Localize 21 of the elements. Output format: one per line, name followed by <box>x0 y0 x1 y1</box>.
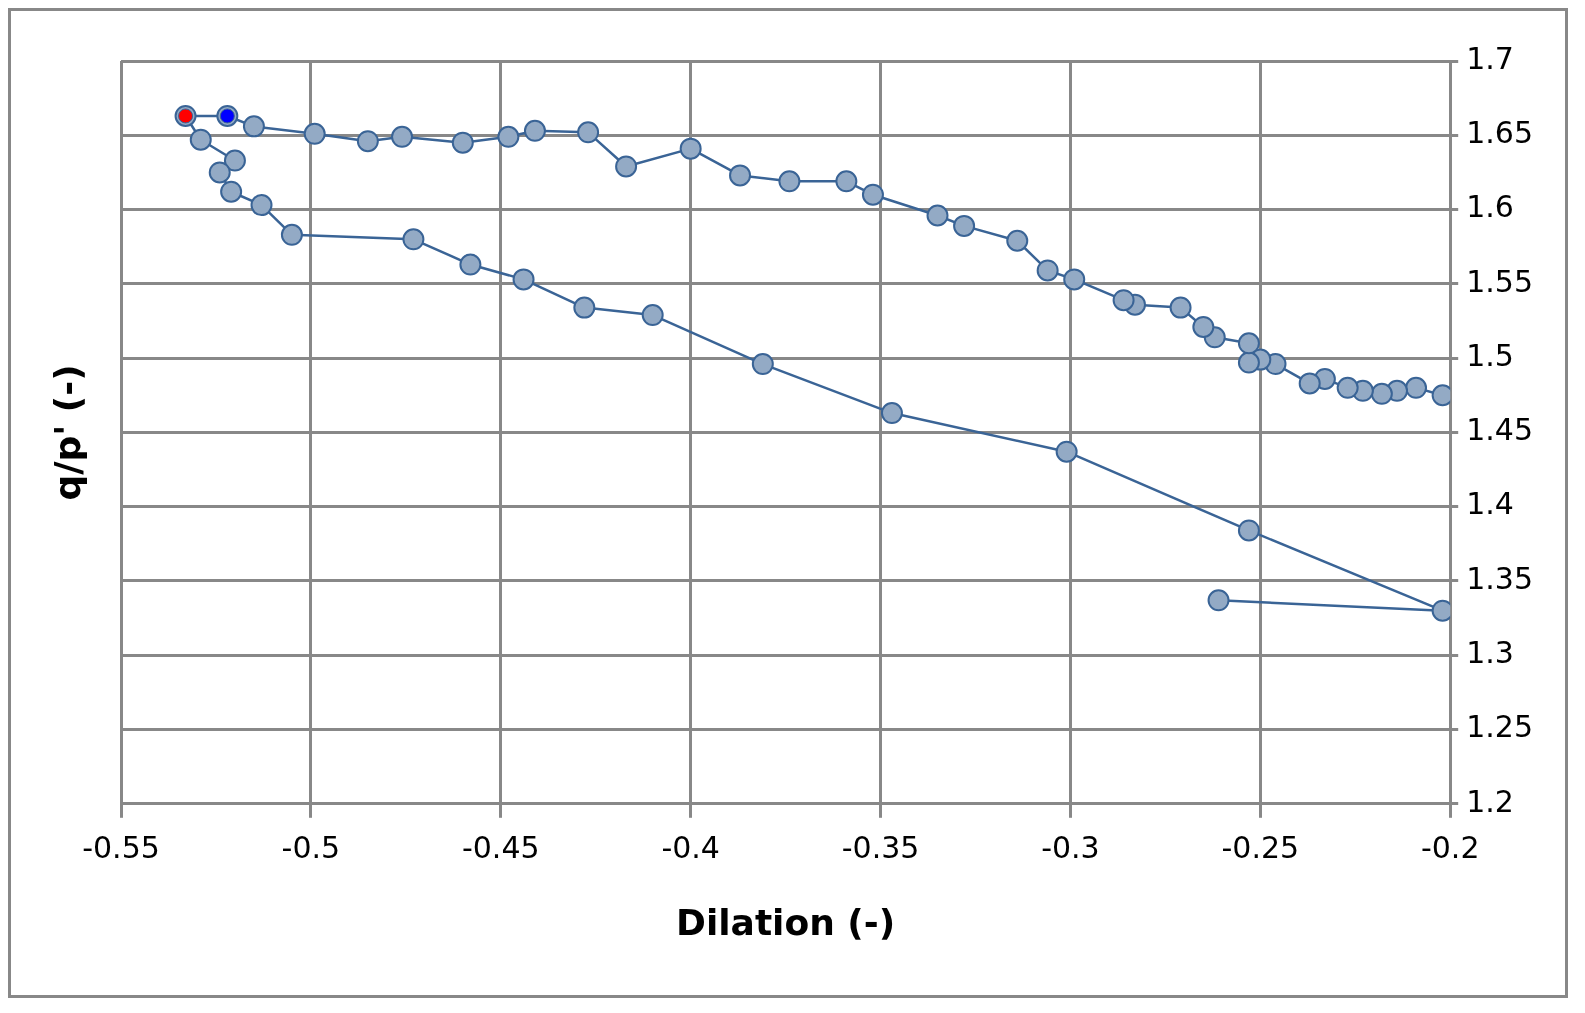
x-tick-label: -0.35 <box>841 829 920 865</box>
x-axis-title: Dilation (-) <box>676 901 896 943</box>
y-tick-label: 1.3 <box>1466 635 1514 671</box>
x-tick-label: -0.3 <box>1041 829 1100 865</box>
y-axis-title: q/p' (-) <box>47 364 89 501</box>
y-tick-label: 1.35 <box>1466 560 1533 596</box>
y-tick-label: 1.65 <box>1466 115 1533 151</box>
y-tick-label: 1.4 <box>1466 486 1514 522</box>
x-tick-label: -0.45 <box>461 829 540 865</box>
x-tick-label: -0.25 <box>1221 829 1300 865</box>
y-tick-label: 1.55 <box>1466 263 1533 299</box>
y-tick-label: 1.25 <box>1466 709 1533 745</box>
x-tick-label: -0.4 <box>661 829 720 865</box>
x-tick-label: -0.55 <box>82 829 160 865</box>
y-tick-label: 1.2 <box>1466 783 1514 819</box>
y-tick-label: 1.45 <box>1466 412 1533 448</box>
y-tick-label: 1.5 <box>1466 337 1514 373</box>
x-tick-label: -0.2 <box>1420 829 1480 865</box>
x-tick-label: -0.5 <box>281 829 341 865</box>
y-tick-label: 1.6 <box>1466 189 1514 225</box>
y-tick-label: 1.7 <box>1466 40 1514 76</box>
